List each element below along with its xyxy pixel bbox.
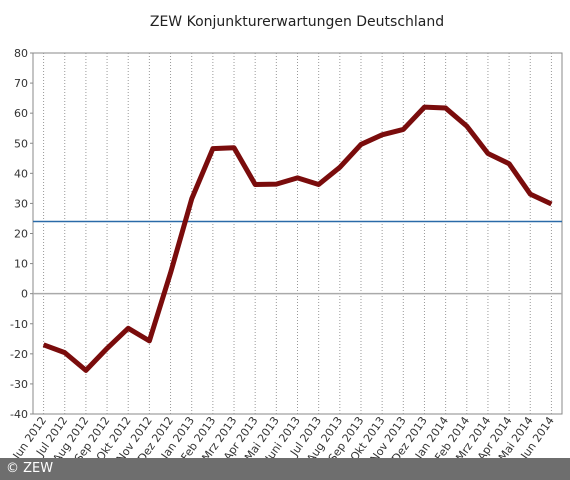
y-tick-label: -20 [10, 348, 28, 361]
y-tick-label: -10 [10, 318, 28, 331]
y-tick-label: 10 [14, 258, 28, 271]
y-tick-label: -40 [10, 408, 28, 421]
y-tick-label: -30 [10, 378, 28, 391]
y-tick-label: 20 [14, 228, 28, 241]
chart: ZEW Konjunkturerwartungen Deutschland -4… [10, 14, 563, 465]
y-tick-label: 60 [14, 107, 28, 120]
copyright: © ZEW [0, 458, 570, 480]
y-tick-label: 80 [14, 47, 28, 60]
y-tick-label: 0 [21, 288, 28, 301]
data-line [42, 104, 553, 373]
y-tick-label: 70 [14, 77, 28, 90]
y-tick-label: 50 [14, 137, 28, 150]
chart-title: ZEW Konjunkturerwartungen Deutschland [150, 14, 444, 30]
y-tick-label: 30 [14, 197, 28, 210]
y-tick-label: 40 [14, 167, 28, 180]
